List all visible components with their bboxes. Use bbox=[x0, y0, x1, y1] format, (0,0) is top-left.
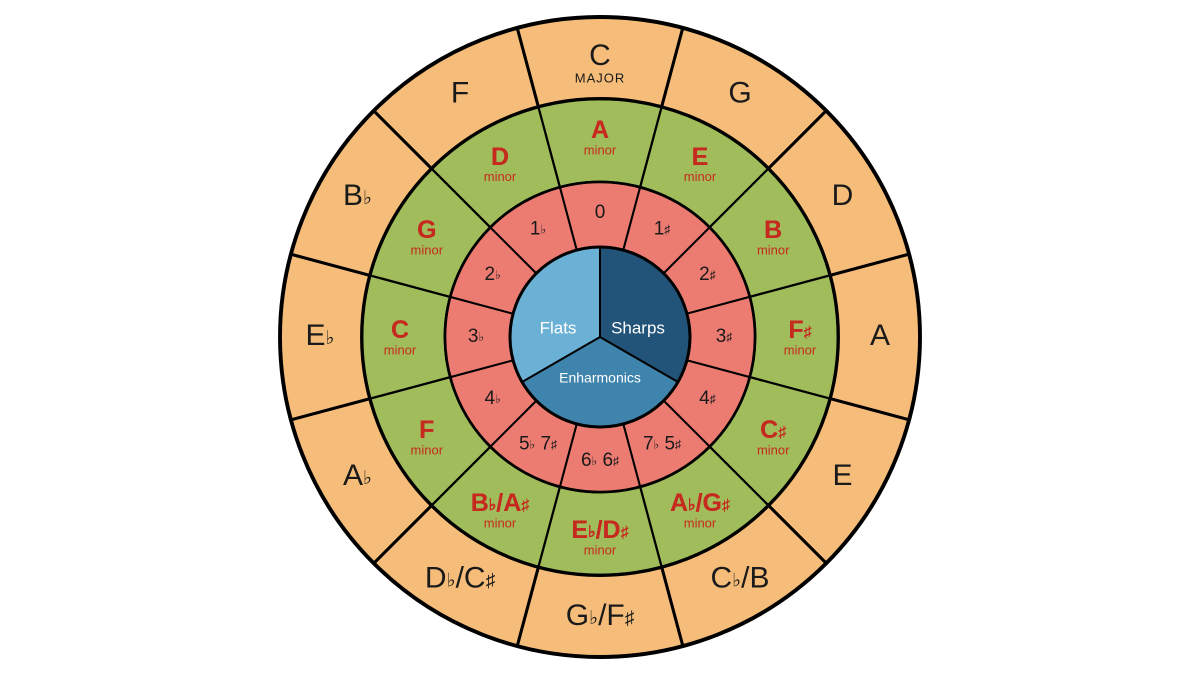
middle-ring-note-9: C bbox=[391, 316, 409, 344]
middle-ring-sub-0: minor bbox=[584, 142, 617, 157]
middle-ring-sub-9: minor bbox=[384, 342, 417, 357]
center-disc: Flats Sharps Enharmonics bbox=[510, 247, 690, 427]
circle-of-fifths-diagram: CMAJORGDAEC♭/BG♭/F♯D♭/C♯A♭E♭B♭FAminorEmi… bbox=[0, 0, 1200, 675]
outer-ring-note-11: F bbox=[451, 76, 469, 109]
outer-ring-label-7: D♭/C♯ bbox=[425, 561, 495, 594]
outer-ring-note-0: C bbox=[589, 39, 611, 72]
middle-ring-note-6: E♭/D♯ bbox=[571, 516, 628, 544]
outer-ring-note-4: E bbox=[832, 459, 852, 492]
middle-ring-sub-6: minor bbox=[584, 542, 617, 557]
middle-ring-note-0: A bbox=[591, 116, 609, 144]
middle-ring-note-10: G bbox=[417, 216, 436, 244]
outer-ring-note-7: D♭/C♯ bbox=[425, 561, 495, 594]
outer-ring-label-1: G bbox=[728, 76, 751, 109]
outer-ring-label-3: A bbox=[870, 319, 890, 352]
middle-ring-note-2: B bbox=[764, 216, 782, 244]
outer-ring-note-3: A bbox=[870, 319, 890, 352]
middle-ring-note-11: D bbox=[491, 142, 509, 170]
center-label-flats: Flats bbox=[540, 318, 577, 337]
middle-ring-sub-5: minor bbox=[684, 516, 717, 531]
inner-ring-label-0: 0 bbox=[595, 202, 606, 223]
middle-ring-note-5: A♭/G♯ bbox=[670, 489, 730, 517]
outer-ring-note-2: D bbox=[832, 179, 854, 212]
center-label-enharmonics: Enharmonics bbox=[559, 370, 641, 386]
outer-ring-note-1: G bbox=[728, 76, 751, 109]
outer-ring-label-6: G♭/F♯ bbox=[566, 599, 634, 632]
middle-ring-sub-2: minor bbox=[757, 242, 790, 257]
outer-ring-label-11: F bbox=[451, 76, 469, 109]
outer-ring-label-2: D bbox=[832, 179, 854, 212]
middle-ring-sub-10: minor bbox=[411, 242, 444, 257]
outer-ring-note-6: G♭/F♯ bbox=[566, 599, 634, 632]
middle-ring-note-7: B♭/A♯ bbox=[471, 489, 530, 517]
outer-ring-label-4: E bbox=[832, 459, 852, 492]
inner-ring-note-0: 0 bbox=[595, 202, 606, 223]
middle-ring-sub-3: minor bbox=[784, 342, 817, 357]
middle-ring-sub-8: minor bbox=[411, 442, 444, 457]
middle-ring-note-8: F bbox=[419, 416, 434, 444]
middle-ring-sub-1: minor bbox=[684, 169, 717, 184]
middle-ring-sub-7: minor bbox=[484, 516, 517, 531]
middle-ring-sub-11: minor bbox=[484, 169, 517, 184]
center-label-sharps: Sharps bbox=[611, 318, 665, 337]
middle-ring-sub-4: minor bbox=[757, 442, 790, 457]
outer-sub-major: MAJOR bbox=[575, 70, 626, 85]
middle-ring-note-1: E bbox=[692, 142, 709, 170]
